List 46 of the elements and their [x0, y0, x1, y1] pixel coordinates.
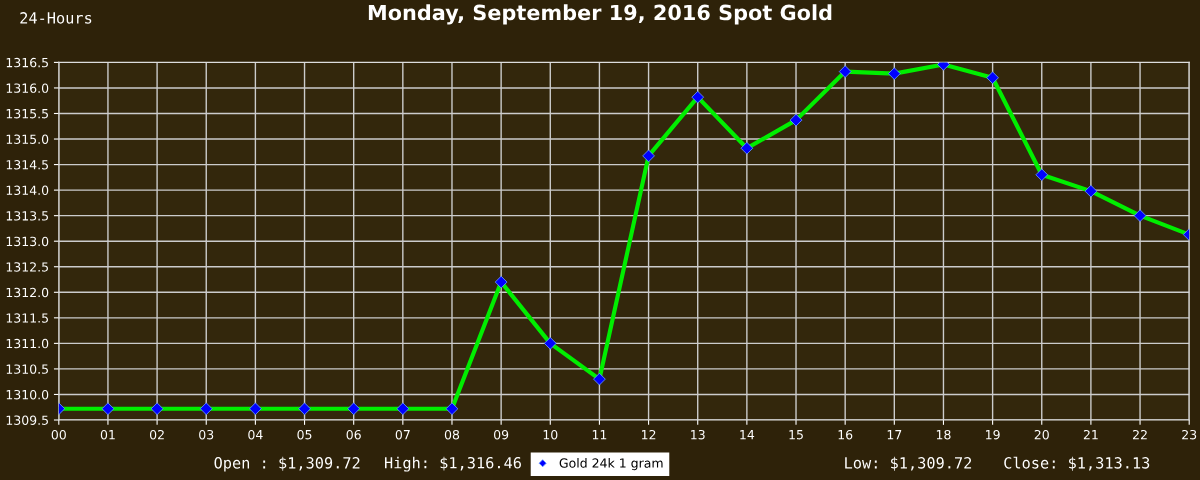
x-tick-label: 20: [1034, 429, 1049, 440]
text: Low: $1,309.72: [845, 456, 972, 471]
x-tick-label: 14: [740, 430, 755, 440]
x-tick-label: 00: [51, 429, 66, 440]
y-tick-label: 1310.5: [6, 364, 48, 374]
y-tick-label: 1316.0: [6, 83, 49, 93]
x-tick-label: 19: [986, 429, 1000, 440]
x-tick-label: 04: [248, 429, 263, 440]
y-tick-label: 1313.5: [6, 211, 48, 221]
x-tick-label: 01: [100, 429, 115, 440]
y-tick-label: 1315.5: [6, 108, 48, 119]
x-tick-label: 03: [199, 429, 214, 440]
y-tick-label: 1314.0: [6, 185, 49, 196]
x-tick-label: 16: [838, 429, 853, 440]
x-tick-label: 23: [1182, 429, 1197, 440]
legend-label: Gold 24k 1 gram: [559, 458, 663, 471]
y-tick-label: 1316.5: [6, 57, 48, 68]
x-tick-label: 18: [936, 429, 951, 440]
chart-title: Monday, September 19, 2016 Spot Gold: [368, 4, 832, 25]
x-tick-label: 11: [592, 430, 607, 440]
y-tick-label: 1311.5: [6, 313, 48, 323]
y-tick-label: 1315.0: [6, 134, 49, 144]
text: Open : $1,309.72: [214, 456, 360, 472]
y-tick-label: 1309.5: [6, 415, 48, 425]
x-tick-label: 09: [494, 429, 509, 440]
x-tick-label: 02: [149, 429, 164, 440]
y-tick-label: 1312.5: [6, 262, 48, 272]
x-tick-label: 12: [641, 429, 656, 440]
x-tick-label: 13: [691, 429, 705, 440]
x-tick-label: 22: [1133, 429, 1147, 440]
x-tick-label: 07: [395, 429, 410, 440]
x-tick-label: 05: [297, 429, 312, 440]
x-tick-label: 17: [887, 430, 902, 440]
x-tick-label: 06: [346, 429, 361, 440]
y-tick-label: 1310.0: [6, 389, 49, 400]
y-tick-label: 1314.5: [6, 160, 48, 170]
x-tick-label: 21: [1083, 429, 1098, 440]
text: Close: $1,313.13: [1004, 456, 1150, 471]
y-tick-label: 1313.0: [6, 236, 49, 247]
text: 24-Hours: [20, 12, 92, 24]
y-tick-label: 1312.0: [6, 287, 49, 298]
x-tick-label: 10: [543, 429, 558, 440]
y-tick-label: 1311.0: [6, 338, 49, 349]
text: High: $1,316.46: [385, 456, 521, 472]
x-tick-label: 08: [444, 429, 460, 440]
x-tick-label: 15: [789, 430, 803, 440]
